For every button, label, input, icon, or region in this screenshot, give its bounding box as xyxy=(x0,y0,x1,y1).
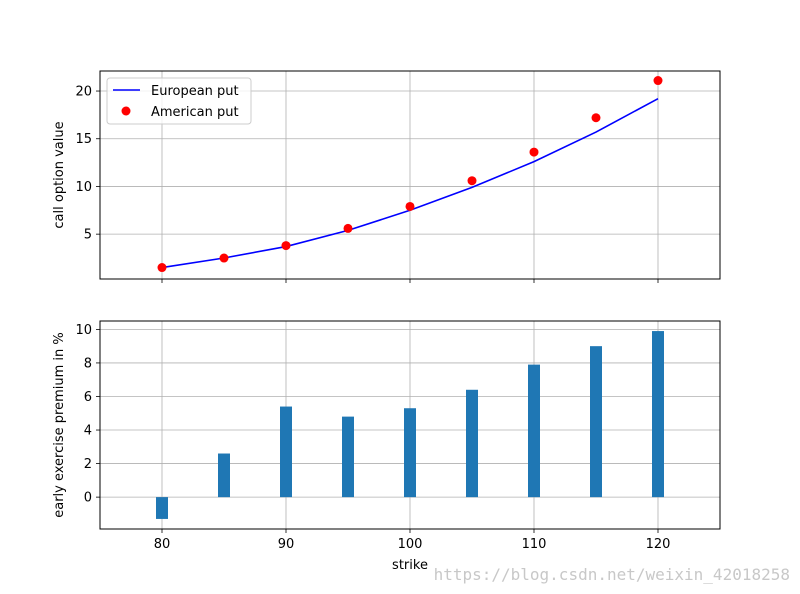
legend-european-put-label: European put xyxy=(151,84,239,99)
top-grid xyxy=(100,71,720,279)
point-american-put-115 xyxy=(591,113,601,123)
bottom-ytick-label-8: 8 xyxy=(84,356,92,371)
point-american-put-90 xyxy=(281,241,291,251)
bottom-x-axis-label: strike xyxy=(392,558,428,573)
legend: European put American put xyxy=(106,77,252,125)
legend-american-marker-icon xyxy=(121,106,131,116)
bottom-xtick-label-80: 80 xyxy=(154,537,171,552)
bottom-ytick-label-10: 10 xyxy=(75,323,92,338)
bar-95 xyxy=(342,416,354,498)
bottom-ytick-label-6: 6 xyxy=(84,390,92,405)
bar-120 xyxy=(652,331,664,498)
bottom-ytick-label-4: 4 xyxy=(84,424,92,439)
bar-80 xyxy=(156,497,168,519)
bottom-y-axis-label: early exercise premium in % xyxy=(52,332,67,518)
bottom-xtick-label-120: 120 xyxy=(646,537,671,552)
point-american-put-110 xyxy=(529,147,539,157)
bar-110 xyxy=(528,364,540,498)
top-ytick-label-20: 20 xyxy=(75,85,92,100)
legend-box xyxy=(106,77,252,125)
top-series xyxy=(157,76,663,273)
top-y-axis-label: call option value xyxy=(52,121,67,228)
legend-american-put-label: American put xyxy=(151,105,239,120)
bottom-xtick-label-100: 100 xyxy=(398,537,423,552)
bottom-xtick-label-90: 90 xyxy=(278,537,295,552)
top-ytick-label-10: 10 xyxy=(75,180,92,195)
bar-90 xyxy=(280,406,292,498)
top-ytick-label-15: 15 xyxy=(75,132,92,147)
point-american-put-120 xyxy=(653,76,663,86)
point-american-put-95 xyxy=(343,223,353,233)
bottom-subplot: 80 90 100 110 120 0 2 4 6 8 10 early exercise prem… xyxy=(52,320,721,573)
bar-100 xyxy=(404,408,416,498)
bar-115 xyxy=(590,346,602,498)
bottom-ticks: 80 90 100 110 120 0 2 4 6 8 10 xyxy=(75,323,670,552)
point-american-put-100 xyxy=(405,201,415,211)
top-ytick-label-5: 5 xyxy=(84,228,92,243)
bar-85 xyxy=(218,453,230,498)
bottom-bars xyxy=(156,331,664,519)
point-american-put-80 xyxy=(157,263,167,273)
bottom-ytick-label-0: 0 xyxy=(84,491,92,506)
point-american-put-105 xyxy=(467,176,477,186)
top-subplot: 5 10 15 20 call option value European put A… xyxy=(52,70,721,283)
bottom-ytick-label-2: 2 xyxy=(84,457,92,472)
bottom-xtick-label-110: 110 xyxy=(522,537,547,552)
bar-105 xyxy=(466,389,478,498)
top-ticks: 5 10 15 20 xyxy=(75,85,659,283)
point-american-put-85 xyxy=(219,253,229,263)
watermark-text: https://blog.csdn.net/weixin_42018258 xyxy=(434,565,790,584)
